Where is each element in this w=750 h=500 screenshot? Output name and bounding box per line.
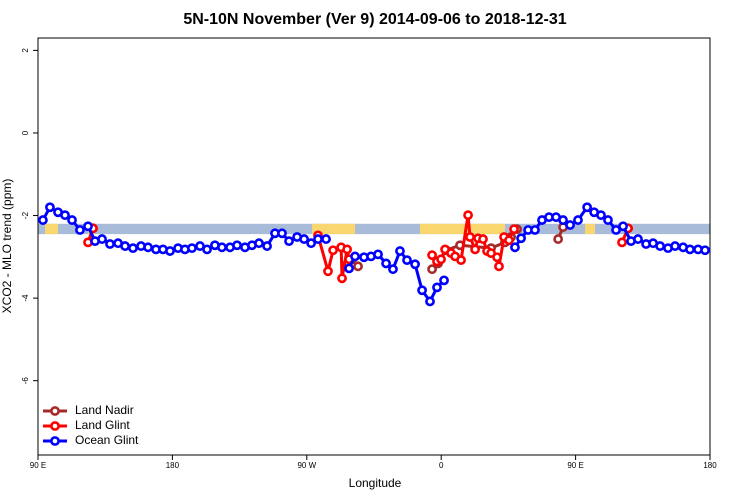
series-point: [299, 234, 310, 244]
series-point: [617, 237, 627, 248]
series-point: [565, 220, 575, 230]
series-point: [510, 242, 520, 253]
land-segment: [585, 223, 596, 235]
series-point: [504, 235, 514, 246]
x-tick-label: 90 E: [567, 461, 583, 470]
series-point: [395, 246, 405, 256]
series-point: [388, 264, 398, 275]
series-point: [143, 242, 153, 253]
series-point: [573, 215, 583, 225]
series-point: [120, 241, 130, 251]
series-point: [381, 258, 391, 269]
series-point: [427, 250, 437, 261]
x-tick-label: 90 E: [30, 461, 46, 470]
ocean-band: [38, 223, 710, 235]
series-point: [105, 239, 115, 249]
series-point: [432, 282, 442, 293]
chart-title: 5N-10N November (Ver 9) 2014-09-06 to 20…: [183, 11, 566, 28]
series-point: [373, 249, 383, 260]
series-point: [277, 228, 287, 239]
y-tick-label: -6: [21, 377, 30, 385]
series-point: [60, 210, 70, 221]
legend-label: Land Nadir: [75, 403, 134, 417]
series-point: [321, 234, 331, 244]
series-point: [425, 296, 435, 307]
land-segment: [312, 223, 356, 235]
y-tick-label: -2: [21, 211, 30, 219]
x-tick-label: 180: [166, 461, 180, 470]
series-point: [439, 275, 449, 286]
series-point: [97, 234, 107, 244]
series-point: [530, 225, 540, 235]
series-point: [558, 215, 568, 225]
series-point: [633, 234, 643, 244]
series-point: [284, 236, 294, 247]
series-point: [254, 238, 264, 249]
series-point: [313, 234, 323, 244]
series-point: [67, 215, 77, 225]
series-point: [603, 215, 613, 225]
series-point: [75, 225, 85, 235]
series-point: [492, 252, 502, 263]
y-axis-label: XCO2 - MLO trend (ppm): [0, 179, 14, 314]
y-tick-label: 2: [21, 48, 30, 53]
series-point: [611, 225, 621, 235]
series-point: [417, 285, 427, 296]
series-point: [350, 251, 360, 262]
series-point: [436, 254, 446, 265]
series-point: [470, 244, 480, 255]
series-point: [465, 232, 475, 242]
x-axis-label: Longitude: [349, 476, 402, 490]
series-point: [655, 241, 666, 251]
series-point: [262, 241, 272, 251]
series-point: [494, 261, 504, 272]
series-point: [165, 246, 175, 256]
series-point: [618, 221, 628, 232]
series-point: [328, 245, 338, 256]
series-point: [596, 210, 606, 221]
x-tick-label: 90 W: [297, 461, 316, 470]
series-point: [456, 255, 466, 266]
series-point: [323, 266, 333, 277]
series-point: [582, 202, 592, 213]
series-point: [337, 273, 347, 284]
series-point: [83, 221, 93, 232]
series-point: [402, 255, 412, 266]
legend-label: Land Glint: [75, 418, 130, 432]
series-point: [202, 244, 212, 255]
series-point: [187, 243, 197, 254]
y-tick-label: -4: [21, 294, 30, 302]
legend-marker: [50, 436, 60, 446]
series-point: [516, 233, 526, 244]
x-tick-label: 0: [439, 461, 444, 470]
series-point: [217, 242, 227, 253]
series-point: [478, 234, 488, 244]
series-point: [342, 244, 353, 255]
series-point: [700, 245, 710, 256]
series-point: [38, 215, 48, 225]
series-point: [128, 243, 138, 254]
series-point: [670, 241, 680, 251]
legend-marker: [50, 406, 60, 416]
land-segment: [45, 223, 59, 235]
x-tick-label: 180: [703, 461, 717, 470]
plot-frame: [37, 37, 711, 456]
series-point: [232, 240, 242, 251]
series-point: [410, 259, 420, 270]
series-point: [353, 261, 363, 272]
series-point: [463, 210, 473, 221]
series-point: [553, 234, 564, 244]
series-point: [306, 238, 317, 249]
legend-label: Ocean Glint: [75, 433, 139, 447]
series-point: [509, 224, 519, 235]
series-point: [685, 244, 695, 255]
y-tick-label: 0: [21, 130, 30, 135]
series-point: [427, 264, 437, 275]
land-segment: [419, 223, 505, 235]
series-point: [45, 202, 55, 213]
series-point: [344, 263, 354, 274]
legend-marker: [50, 421, 60, 431]
